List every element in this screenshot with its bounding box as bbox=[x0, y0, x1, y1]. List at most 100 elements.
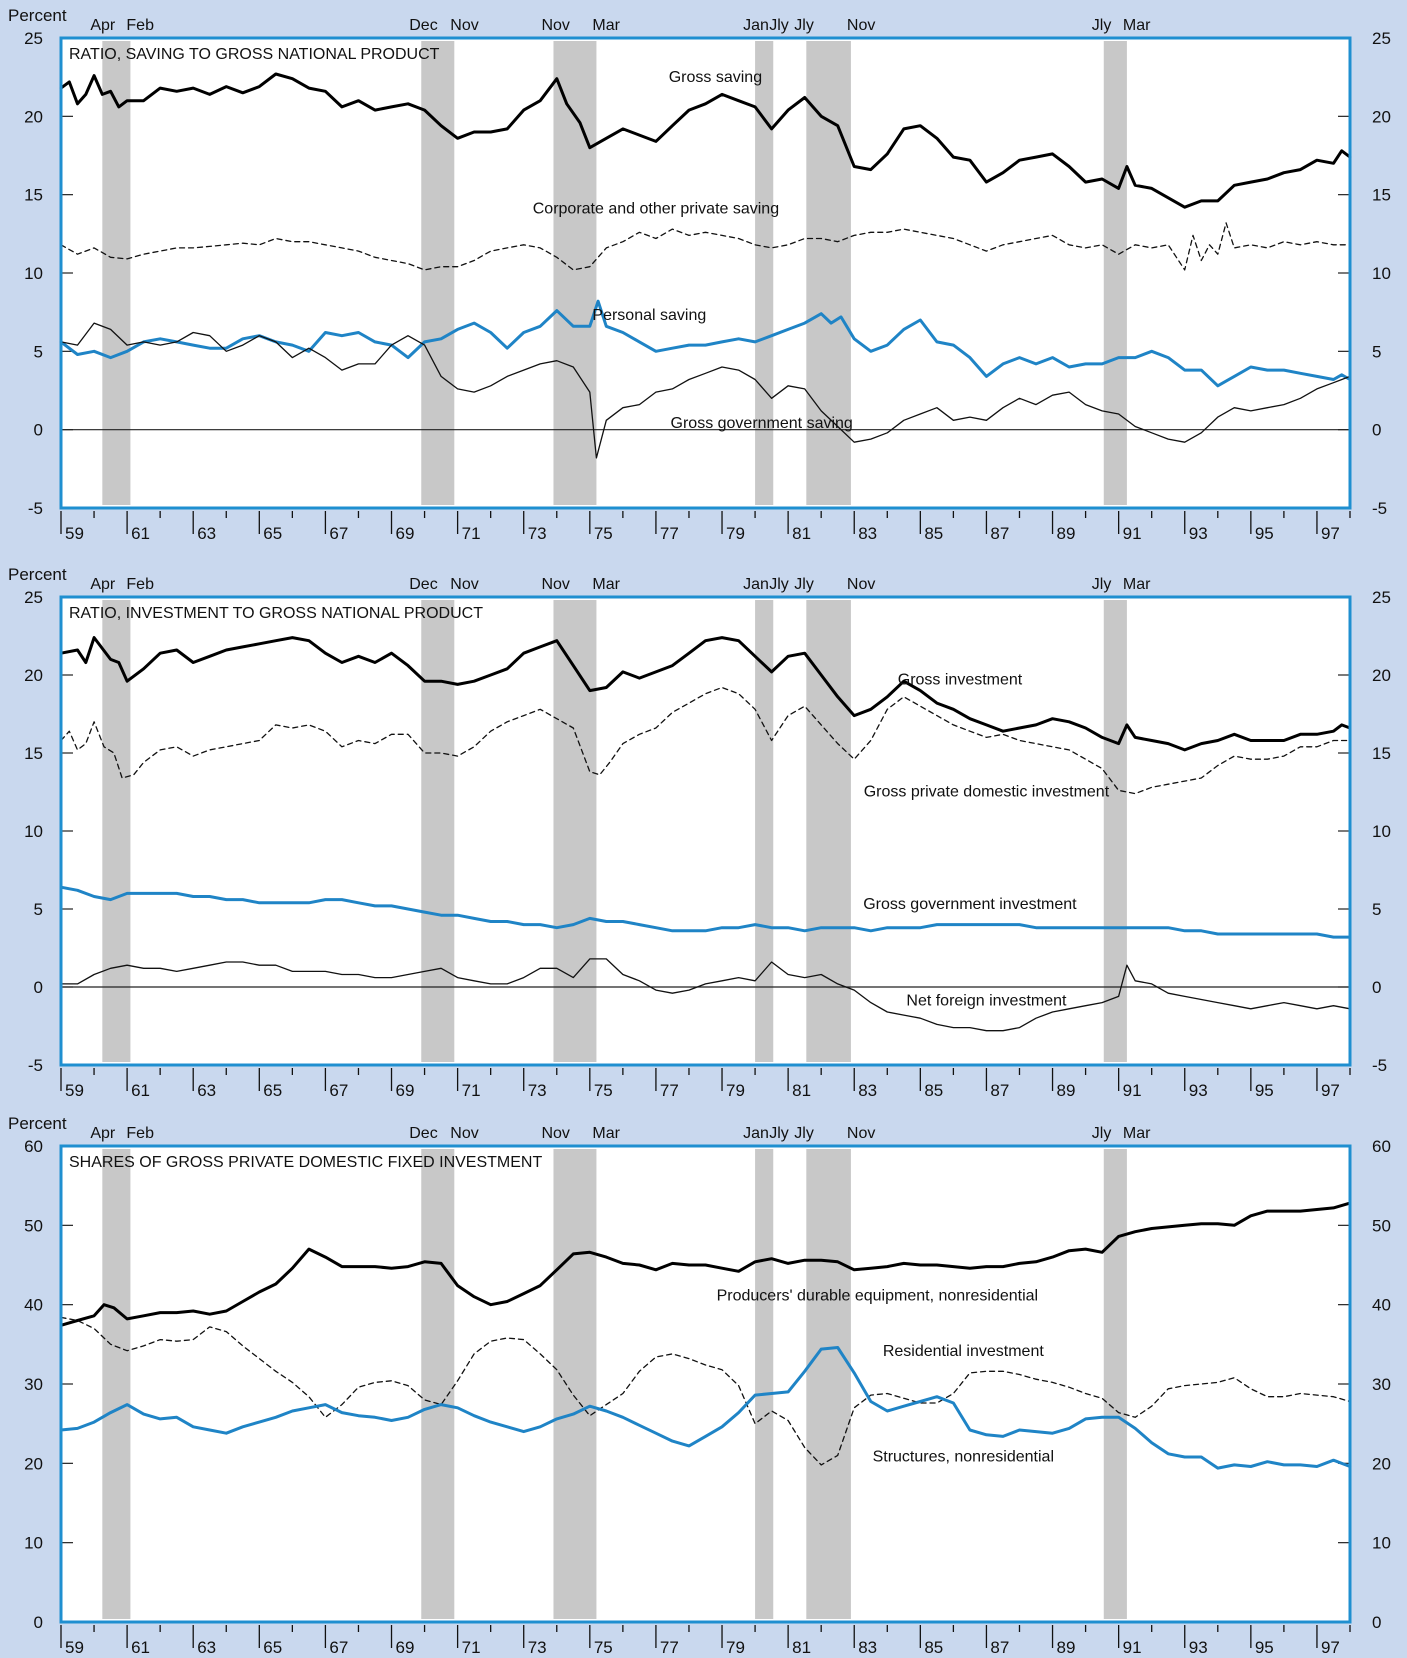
y-unit-label: Percent bbox=[8, 1114, 67, 1133]
y-tick-label-right: 20 bbox=[1372, 666, 1391, 685]
y-tick-label-right: 20 bbox=[1372, 107, 1391, 126]
x-tick-label: 71 bbox=[462, 524, 481, 543]
recession-band bbox=[755, 1149, 774, 1619]
series-line bbox=[59, 299, 1352, 388]
x-tick-label: 65 bbox=[263, 1638, 282, 1657]
series-line bbox=[60, 1316, 1351, 1466]
x-tick-label: 65 bbox=[263, 1081, 282, 1100]
y-tick-label-left: 25 bbox=[24, 588, 43, 607]
x-tick-label: 63 bbox=[197, 524, 216, 543]
y-tick-label-left: 10 bbox=[24, 822, 43, 841]
series-label: Corporate and other private saving bbox=[533, 200, 779, 217]
series-line bbox=[60, 686, 1351, 795]
series-line bbox=[59, 72, 1352, 209]
x-tick-label: 75 bbox=[594, 1081, 613, 1100]
x-tick-label: 97 bbox=[1321, 1638, 1340, 1657]
recession-end-label: Mar bbox=[592, 17, 620, 34]
x-tick-label: 63 bbox=[197, 1638, 216, 1657]
x-tick-label: 87 bbox=[990, 1638, 1009, 1657]
x-tick-label: 83 bbox=[858, 1638, 877, 1657]
recession-end-label: Mar bbox=[592, 576, 620, 593]
recession-end-label: Nov bbox=[450, 1125, 478, 1142]
y-tick-label-left: 5 bbox=[34, 900, 43, 919]
recession-band bbox=[806, 1149, 851, 1619]
series-line bbox=[60, 222, 1351, 271]
x-tick-label: 89 bbox=[1057, 1081, 1076, 1100]
recession-end-label: Nov bbox=[847, 1125, 875, 1142]
series-line bbox=[60, 958, 1351, 1032]
y-tick-label-left: 10 bbox=[24, 1534, 43, 1553]
x-tick-label: 77 bbox=[660, 524, 679, 543]
plot-frame bbox=[59, 36, 1352, 510]
y-tick-label-left: 5 bbox=[34, 342, 43, 361]
y-tick-label-left: 30 bbox=[24, 1375, 43, 1394]
y-tick-label-right: 5 bbox=[1372, 342, 1381, 361]
x-tick-label: 95 bbox=[1255, 524, 1274, 543]
plot-area bbox=[61, 1146, 1350, 1622]
y-unit-label: Percent bbox=[8, 565, 67, 584]
recession-end-label: Mar bbox=[592, 1125, 620, 1142]
x-tick-label: 81 bbox=[792, 1638, 811, 1657]
y-tick-label-left: 0 bbox=[34, 421, 43, 440]
recession-band bbox=[1103, 600, 1127, 1062]
x-tick-label: 63 bbox=[197, 1081, 216, 1100]
y-tick-label-left: -5 bbox=[28, 499, 43, 518]
series-label: Residential investment bbox=[883, 1343, 1045, 1360]
x-tick-label: 95 bbox=[1255, 1081, 1274, 1100]
recession-band bbox=[102, 1149, 131, 1619]
series-line bbox=[59, 1346, 1352, 1470]
recession-start-label: Apr bbox=[90, 576, 116, 593]
recession-end-label: Mar bbox=[1123, 1125, 1151, 1142]
y-tick-label-left: 20 bbox=[24, 107, 43, 126]
recession-start-label: Dec bbox=[409, 576, 437, 593]
recession-start-label: Jly bbox=[794, 17, 814, 34]
recession-start-label: Jly bbox=[1092, 576, 1112, 593]
y-tick-label-left: 15 bbox=[24, 744, 43, 763]
x-tick-label: 85 bbox=[924, 1638, 943, 1657]
y-tick-label-left: 50 bbox=[24, 1216, 43, 1235]
x-tick-label: 59 bbox=[65, 1638, 84, 1657]
recession-band bbox=[421, 1149, 455, 1619]
x-tick-label: 71 bbox=[462, 1081, 481, 1100]
recession-start-label: Jly bbox=[1092, 17, 1112, 34]
y-tick-label-right: 15 bbox=[1372, 186, 1391, 205]
x-tick-label: 73 bbox=[528, 1081, 547, 1100]
x-tick-label: 95 bbox=[1255, 1638, 1274, 1657]
recession-end-label: Feb bbox=[126, 576, 154, 593]
y-unit-label: Percent bbox=[8, 6, 67, 25]
y-tick-label-left: 0 bbox=[34, 978, 43, 997]
recession-start-label: Nov bbox=[541, 576, 569, 593]
x-tick-label: 69 bbox=[396, 1638, 415, 1657]
x-tick-label: 75 bbox=[594, 524, 613, 543]
y-tick-label-right: 20 bbox=[1372, 1454, 1391, 1473]
x-tick-label: 59 bbox=[65, 524, 84, 543]
x-tick-label: 79 bbox=[726, 1081, 745, 1100]
panel-title: RATIO, SAVING TO GROSS NATIONAL PRODUCT bbox=[69, 46, 440, 63]
recession-band bbox=[102, 600, 131, 1062]
y-tick-label-right: 25 bbox=[1372, 588, 1391, 607]
recession-start-label: Jan bbox=[743, 17, 769, 34]
x-tick-label: 79 bbox=[726, 524, 745, 543]
recession-end-label: Nov bbox=[450, 17, 478, 34]
x-tick-label: 69 bbox=[396, 1081, 415, 1100]
plot-area bbox=[61, 38, 1350, 508]
recession-start-label: Nov bbox=[541, 1125, 569, 1142]
x-tick-label: 79 bbox=[726, 1638, 745, 1657]
y-tick-label-left: 0 bbox=[34, 1613, 43, 1632]
x-tick-label: 85 bbox=[924, 1081, 943, 1100]
x-tick-label: 93 bbox=[1189, 1081, 1208, 1100]
recession-end-label: Feb bbox=[126, 1125, 154, 1142]
x-tick-label: 85 bbox=[924, 524, 943, 543]
recession-start-label: Jly bbox=[1092, 1125, 1112, 1142]
recession-end-label: Mar bbox=[1123, 17, 1151, 34]
panel-title: SHARES OF GROSS PRIVATE DOMESTIC FIXED I… bbox=[69, 1154, 542, 1171]
plot-frame bbox=[59, 1144, 1352, 1624]
x-tick-label: 67 bbox=[329, 1081, 348, 1100]
x-tick-label: 65 bbox=[263, 524, 282, 543]
x-tick-label: 73 bbox=[528, 1638, 547, 1657]
plot-frame bbox=[59, 595, 1352, 1067]
x-tick-label: 91 bbox=[1123, 1081, 1142, 1100]
y-tick-label-right: -5 bbox=[1372, 1056, 1387, 1075]
